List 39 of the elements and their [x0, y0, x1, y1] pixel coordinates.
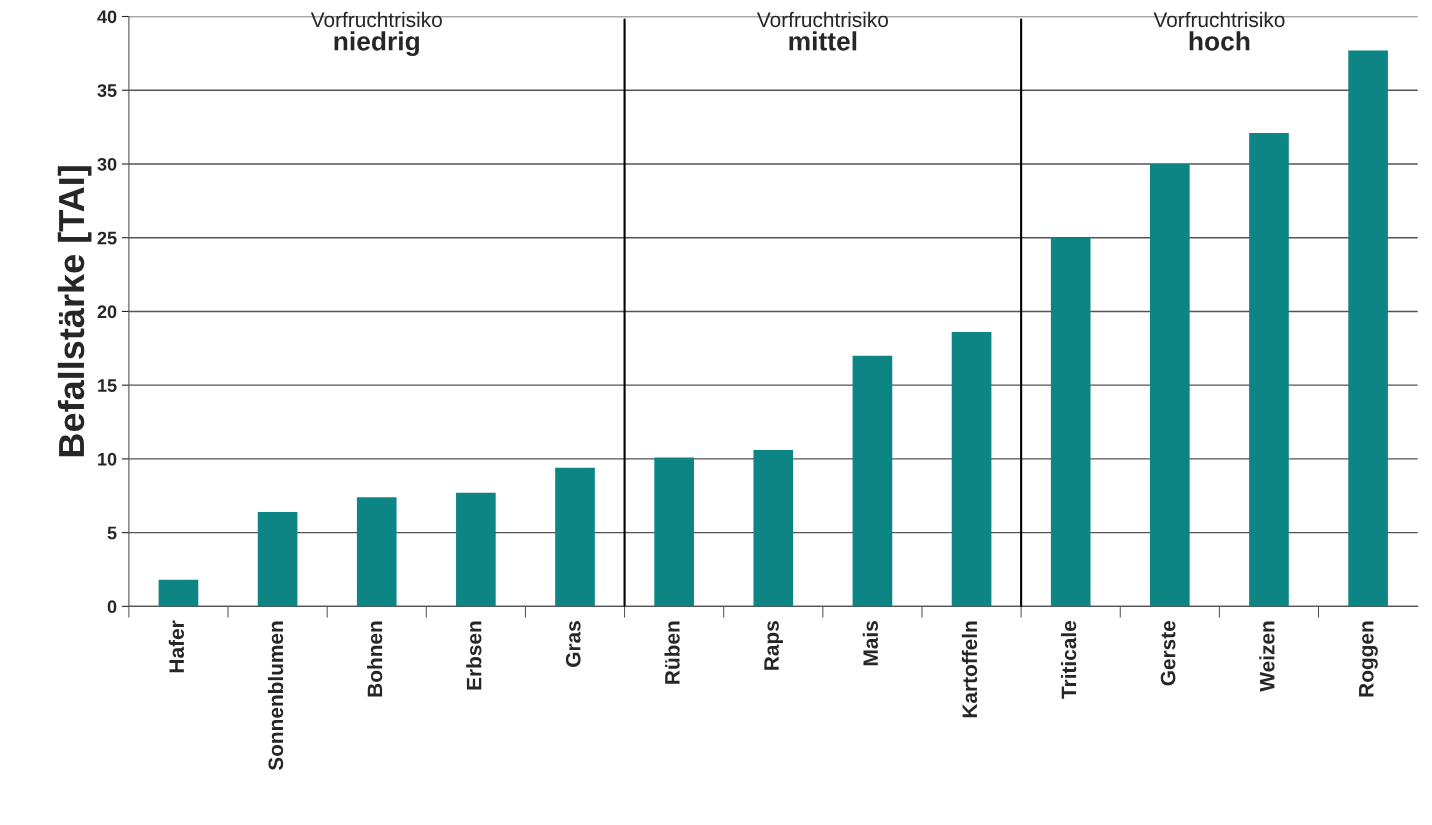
x-tick-label: Gras [565, 621, 581, 667]
bar [1150, 163, 1190, 607]
bar [951, 332, 992, 607]
bar [456, 492, 496, 607]
bar [654, 457, 694, 607]
x-tick-label: Sonnenblumen [267, 621, 284, 771]
bar [1249, 133, 1289, 607]
y-axis-title: Befallstärke [TAI] [57, 166, 92, 457]
y-tick-label: 0 [107, 600, 117, 614]
x-tick-label: Rüben [664, 621, 680, 684]
x-tick-label: Gerste [1160, 620, 1176, 686]
x-tick-label: Roggen [1359, 621, 1378, 697]
x-tick-label: Weizen [1259, 621, 1275, 692]
y-tick-label: 25 [97, 231, 117, 245]
annotation: Vorfruchtrisiko hoch [1153, 11, 1285, 51]
x-tick-label: Erbsen [466, 621, 482, 690]
x-tick-label: Kartoffeln [961, 621, 978, 718]
y-tick-label: 20 [97, 305, 117, 319]
bar [852, 355, 893, 607]
x-tick-label: Triticale [1060, 620, 1077, 699]
bar [158, 579, 199, 607]
y-tick-label: 30 [97, 157, 117, 171]
x-tick-label: Raps [764, 621, 783, 670]
annotation: Vorfruchtrisiko mittel [756, 11, 888, 51]
annotation: Vorfruchtrisiko niedrig [310, 11, 442, 56]
y-tick-label: 10 [98, 452, 117, 466]
y-tick-label: 15 [98, 379, 117, 392]
x-tick-label: Bohnen [367, 621, 383, 697]
x-tick-label: Mais [862, 621, 879, 666]
bar [1050, 237, 1091, 607]
y-tick-label: 35 [97, 84, 117, 97]
bar [1348, 50, 1388, 607]
x-tick-label: Hafer [168, 620, 185, 673]
bar [356, 497, 397, 607]
bar [555, 467, 595, 607]
y-tick-label: 5 [107, 526, 117, 540]
y-tick-label: 40 [97, 10, 117, 24]
bar [753, 450, 794, 607]
bar [257, 511, 298, 607]
